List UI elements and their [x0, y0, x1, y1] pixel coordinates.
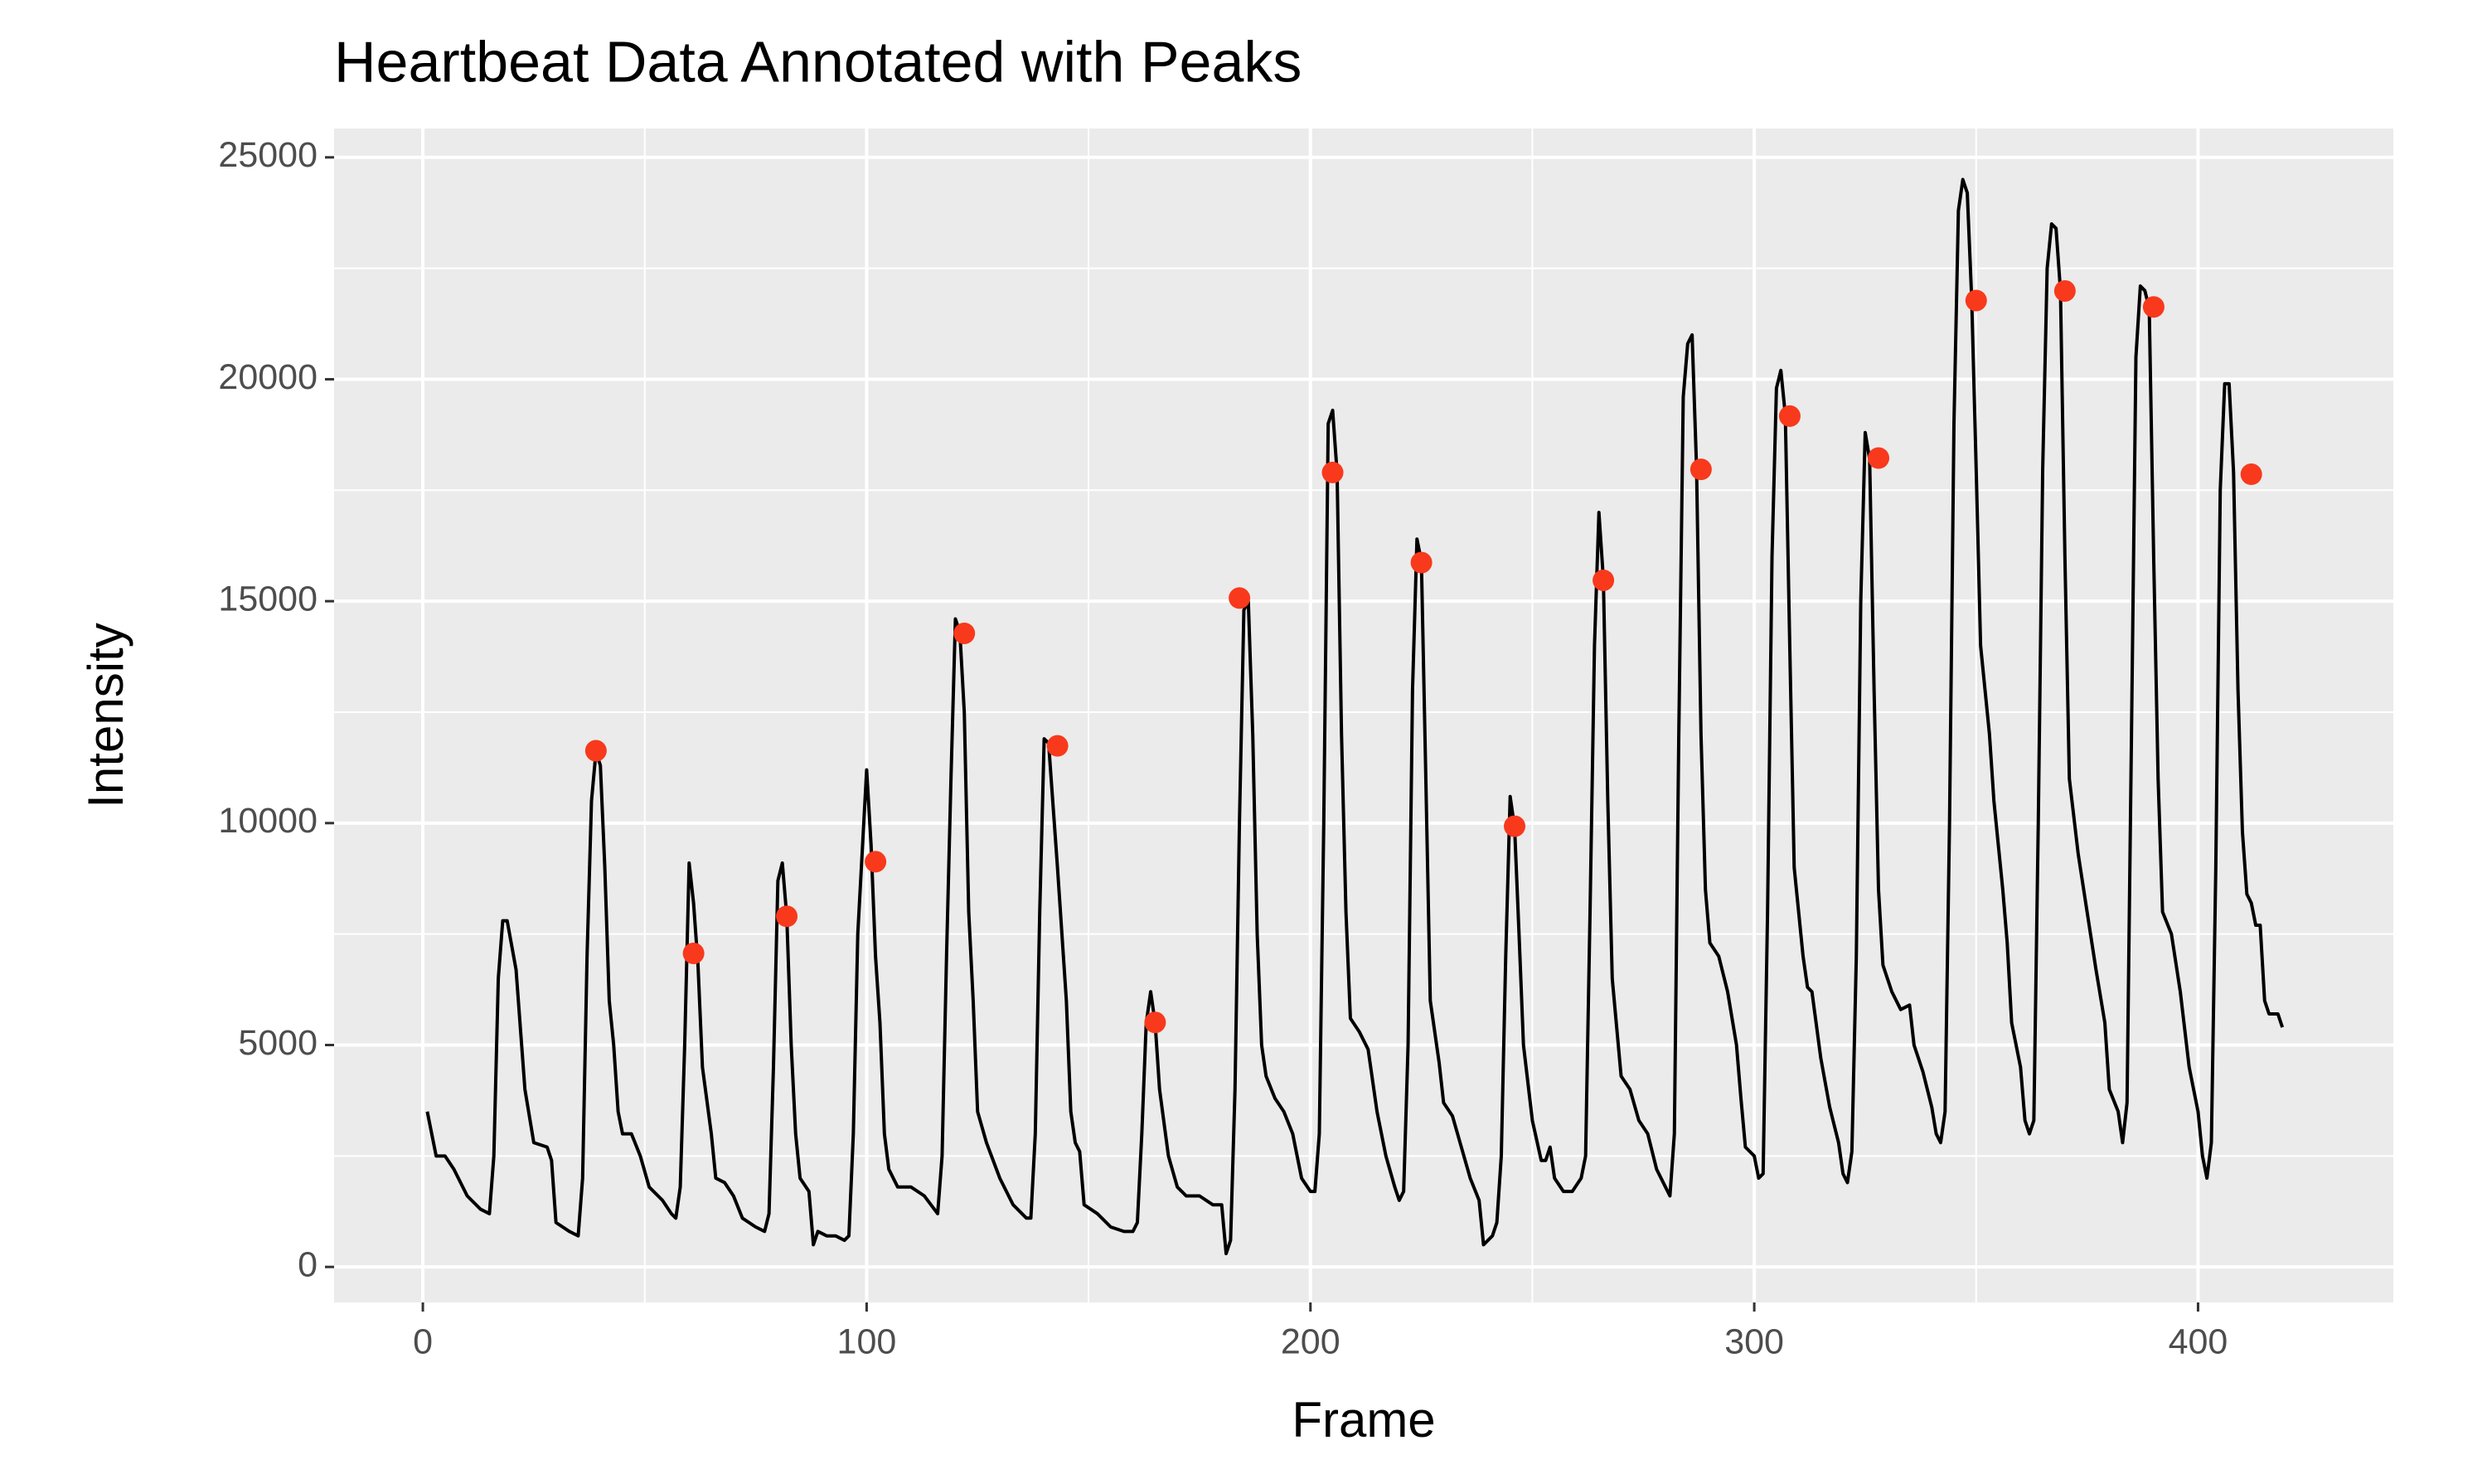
peak-point	[2240, 463, 2262, 486]
y-tick-label: 25000	[218, 135, 318, 175]
peak-point	[1778, 405, 1801, 427]
chart-title: Heartbeat Data Annotated with Peaks	[334, 29, 1302, 94]
peak-point	[1965, 289, 1987, 312]
peak-point	[2142, 296, 2165, 318]
y-tick-label: 15000	[218, 580, 318, 619]
data-line	[425, 177, 2285, 1256]
peak-point	[953, 622, 976, 644]
x-tick-label: 0	[413, 1322, 433, 1361]
x-tick-label: 400	[2169, 1322, 2228, 1361]
peak-point	[584, 740, 607, 762]
peak-point	[1046, 735, 1069, 757]
peak-point	[1690, 458, 1712, 481]
peak-point	[1321, 461, 1344, 483]
y-tick-label: 20000	[218, 357, 318, 397]
x-tick-label: 200	[1281, 1322, 1340, 1361]
peak-point	[2053, 279, 2076, 302]
x-axis-title: Frame	[1292, 1392, 1435, 1448]
axes: 0 100 200 300 400 0 5000 10000 15000 20000 25000	[218, 135, 2228, 1361]
peak-point	[1593, 569, 1615, 591]
peak-point	[1504, 815, 1526, 837]
peak-point	[1229, 587, 1251, 609]
peak-point	[682, 942, 705, 964]
data-marks	[425, 177, 2285, 1256]
y-axis-title: Intensity	[78, 623, 133, 807]
y-tick-label: 10000	[218, 801, 318, 841]
y-tick-label: 0	[298, 1245, 318, 1285]
x-tick-label: 100	[837, 1322, 897, 1361]
x-tick-label: 300	[1724, 1322, 1784, 1361]
y-tick-label: 5000	[238, 1023, 318, 1063]
peak-point	[1144, 1011, 1166, 1034]
peak-point	[776, 905, 798, 928]
peak-point	[1410, 551, 1433, 574]
peak-point	[1868, 447, 1889, 469]
plot-panel	[334, 129, 2393, 1302]
peak-point	[865, 851, 887, 873]
